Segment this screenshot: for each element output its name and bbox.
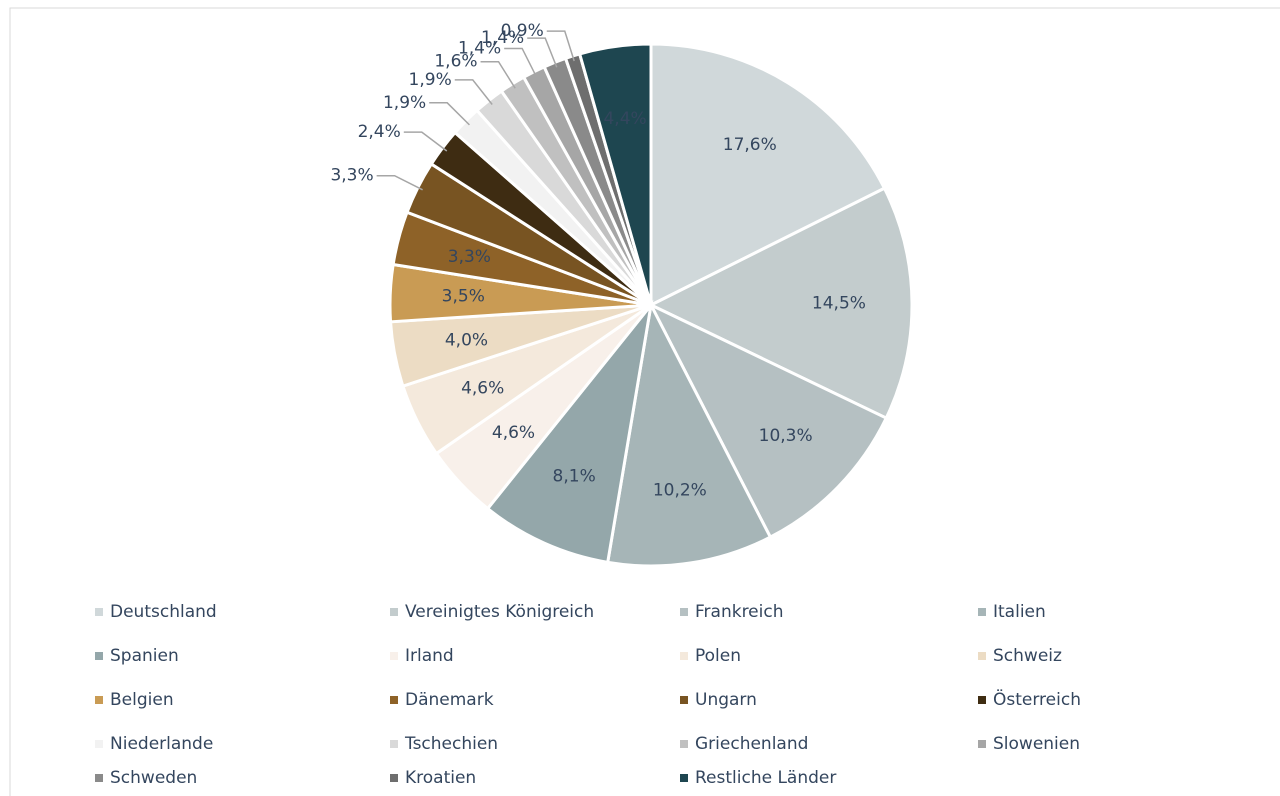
legend-swatch (680, 608, 688, 616)
data-label: 3,5% (442, 286, 485, 306)
data-label: 4,4% (603, 109, 646, 129)
leader-line (376, 174, 423, 191)
legend-swatch (95, 740, 103, 748)
leader-line (454, 79, 493, 105)
legend-swatch (95, 774, 103, 782)
legend-label: Spanien (110, 646, 179, 666)
data-label: 14,5% (812, 294, 866, 314)
pie-slice (649, 42, 887, 308)
legend-label: Kroatien (405, 768, 476, 788)
legend-label: Deutschland (110, 602, 217, 622)
legend-swatch (978, 696, 986, 704)
data-label: 2,4% (358, 122, 401, 142)
data-label: 3,3% (448, 247, 491, 267)
legend-label: Polen (695, 646, 741, 666)
legend-swatch (390, 740, 398, 748)
pie-slice (577, 42, 653, 306)
data-label: 8,1% (553, 466, 596, 486)
legend-label: Belgien (110, 690, 174, 710)
legend-swatch (390, 774, 398, 782)
legend-label: Irland (405, 646, 454, 666)
leader-line (527, 37, 558, 68)
legend-label: Schweden (110, 768, 197, 788)
legend-label: Dänemark (405, 690, 494, 710)
legend-swatch (978, 740, 986, 748)
chart-frame (9, 7, 1280, 796)
data-label: 4,6% (492, 423, 535, 443)
legend-label: Frankreich (695, 602, 784, 622)
legend-label: Ungarn (695, 690, 757, 710)
legend-swatch (978, 652, 986, 660)
legend-label: Slowenien (993, 734, 1080, 754)
data-label: 1,4% (481, 28, 524, 48)
data-label: 4,0% (445, 331, 488, 351)
data-label: 17,6% (723, 135, 777, 155)
legend-swatch (95, 696, 103, 704)
legend-label: Österreich (993, 688, 1081, 710)
legend-label: Italien (993, 602, 1046, 622)
legend-label: Tschechien (404, 734, 498, 754)
pie-slice (647, 301, 889, 540)
legend-swatch (390, 696, 398, 704)
data-label: 0,9% (501, 21, 544, 41)
legend-swatch (680, 652, 688, 660)
leader-line (504, 47, 537, 77)
legend-swatch (680, 740, 688, 748)
legend-label: Griechenland (695, 734, 808, 754)
legend-swatch (680, 696, 688, 704)
legend-swatch (390, 652, 398, 660)
data-label: 1,4% (458, 38, 501, 58)
pie-slice (605, 300, 773, 568)
leader-line (403, 131, 448, 152)
data-label: 1,9% (409, 70, 452, 90)
data-label: 10,2% (653, 481, 707, 501)
legend-swatch (95, 652, 103, 660)
data-label: 1,6% (434, 52, 477, 72)
legend-swatch (680, 774, 688, 782)
data-label: 3,3% (330, 166, 373, 186)
legend-label: Schweiz (993, 646, 1062, 666)
pie-slice (485, 299, 654, 565)
data-label: 10,3% (759, 426, 813, 446)
leader-line (546, 30, 575, 62)
data-label: 4,6% (461, 379, 504, 399)
legend-label: Restliche Länder (695, 768, 836, 788)
pie-slice (647, 186, 914, 421)
legend-label: Vereinigtes Königreich (405, 602, 594, 622)
legend-swatch (95, 608, 103, 616)
leader-line (429, 102, 470, 126)
legend-swatch (978, 608, 986, 616)
leader-line (480, 60, 516, 89)
legend-label: Niederlande (110, 734, 213, 754)
legend-swatch (390, 608, 398, 616)
data-label: 1,9% (383, 93, 426, 113)
